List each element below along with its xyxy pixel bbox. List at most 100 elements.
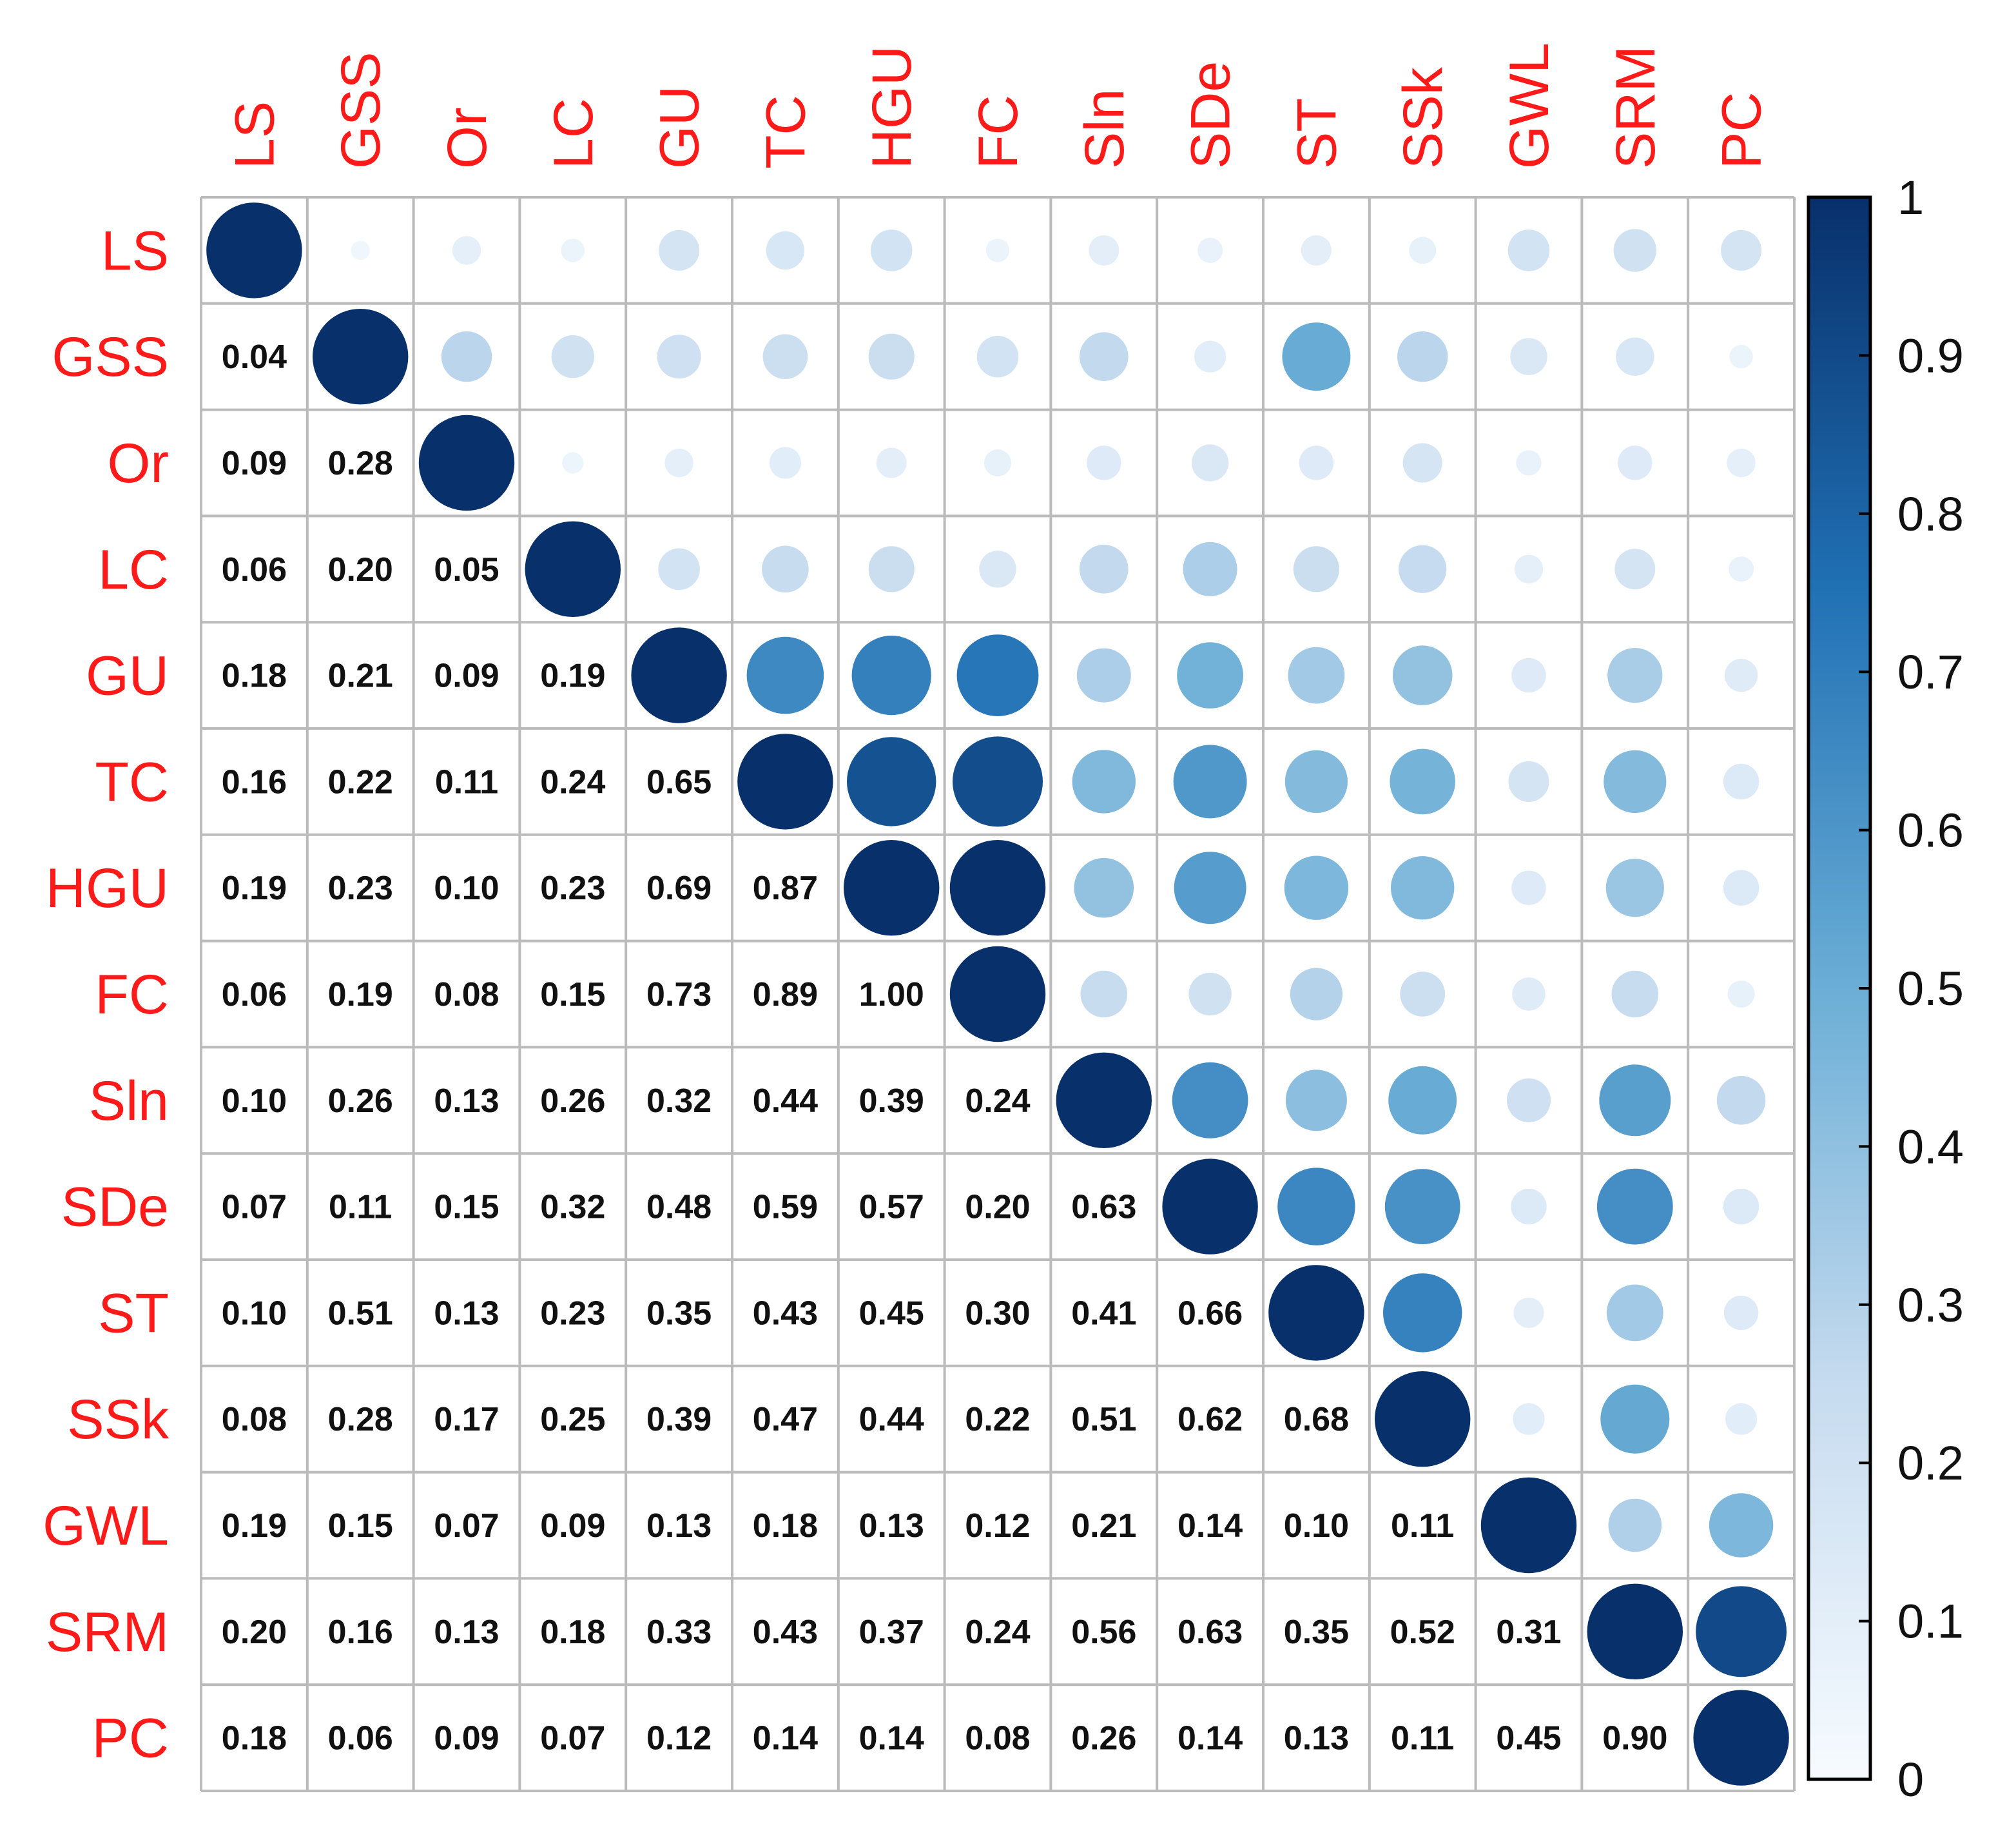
corr-circle-Or-SRM xyxy=(1618,445,1653,480)
corr-circle-GU-PC xyxy=(1724,658,1758,692)
corr-value-LC-Or: 0.05 xyxy=(434,551,499,589)
colorbar-tick-label: 0.3 xyxy=(1897,1278,1964,1332)
corr-value-FC-GU: 0.73 xyxy=(646,976,712,1013)
corr-value-PC-TC: 0.14 xyxy=(753,1720,818,1757)
corr-circle-GWL-SRM xyxy=(1608,1498,1662,1552)
corr-value-Sln-LS: 0.10 xyxy=(222,1082,287,1120)
row-label-SRM: SRM xyxy=(46,1601,169,1663)
corr-circle-SDe-GWL xyxy=(1511,1188,1547,1225)
colorbar-tick-label: 0.1 xyxy=(1897,1595,1964,1648)
corr-circle-Sln-ST xyxy=(1285,1070,1347,1131)
corr-circle-Sln-Sln xyxy=(1056,1052,1152,1149)
colorbar-tick-label: 0 xyxy=(1897,1753,1924,1806)
corr-value-SRM-Sln: 0.56 xyxy=(1071,1614,1136,1651)
corr-value-FC-LC: 0.15 xyxy=(540,976,605,1013)
corr-value-FC-HGU: 1.00 xyxy=(859,976,924,1013)
corr-value-SSk-HGU: 0.44 xyxy=(859,1401,924,1438)
corr-circle-FC-GWL xyxy=(1512,977,1546,1011)
corr-circle-Or-Or xyxy=(418,415,515,511)
corr-circle-LC-Sln xyxy=(1080,545,1129,594)
corr-circle-LC-SRM xyxy=(1614,549,1656,590)
corr-circle-GWL-GWL xyxy=(1480,1477,1577,1574)
corr-value-SSk-ST: 0.68 xyxy=(1284,1401,1349,1438)
corr-value-ST-FC: 0.30 xyxy=(965,1295,1030,1332)
corr-value-GWL-Sln: 0.21 xyxy=(1071,1507,1136,1545)
corr-value-Sln-FC: 0.24 xyxy=(965,1082,1030,1120)
corr-value-Sln-GSS: 0.26 xyxy=(328,1082,393,1120)
corr-value-SSk-Sln: 0.51 xyxy=(1071,1401,1136,1438)
corr-circle-GWL-PC xyxy=(1709,1493,1774,1558)
colorbar-tick-label: 1 xyxy=(1897,171,1924,224)
corr-circle-TC-GWL xyxy=(1508,761,1549,802)
corr-circle-SRM-PC xyxy=(1696,1586,1787,1677)
corr-value-Sln-TC: 0.44 xyxy=(753,1082,818,1120)
corr-circle-GU-HGU xyxy=(851,636,931,716)
corr-value-SRM-GSS: 0.16 xyxy=(328,1614,393,1651)
row-label-FC: FC xyxy=(95,964,169,1026)
corr-value-TC-GSS: 0.22 xyxy=(328,763,393,801)
corr-circle-GU-FC xyxy=(956,634,1039,716)
corr-circle-LS-Or xyxy=(452,236,481,265)
corr-circle-TC-SDe xyxy=(1173,745,1247,819)
corr-circle-FC-ST xyxy=(1290,968,1342,1021)
corr-value-GU-LS: 0.18 xyxy=(222,658,287,695)
corr-circle-Or-PC xyxy=(1727,448,1756,478)
corr-circle-HGU-SRM xyxy=(1605,859,1664,917)
corr-value-SSk-TC: 0.47 xyxy=(753,1401,818,1438)
corr-value-SSk-LS: 0.08 xyxy=(222,1401,287,1438)
corr-circle-LC-TC xyxy=(762,545,809,593)
corr-value-SDe-LS: 0.07 xyxy=(222,1189,287,1226)
corr-value-PC-ST: 0.13 xyxy=(1284,1720,1349,1757)
corr-circle-LS-GWL xyxy=(1507,230,1550,271)
corr-circle-LS-PC xyxy=(1721,230,1762,271)
corr-circle-GSS-HGU xyxy=(868,333,915,380)
corr-value-GU-Or: 0.09 xyxy=(434,658,499,695)
corr-value-SRM-GWL: 0.31 xyxy=(1496,1614,1561,1651)
corr-circle-HGU-FC xyxy=(949,840,1046,936)
corr-value-TC-GU: 0.65 xyxy=(646,763,712,801)
corr-value-PC-GWL: 0.45 xyxy=(1496,1720,1561,1757)
corr-circle-TC-SRM xyxy=(1604,750,1667,813)
corr-circle-Sln-PC xyxy=(1716,1076,1766,1125)
row-labels: LS GSS Or LC GU TC HGU FC Sln SDe ST SSk GWL SRM PC xyxy=(43,220,170,1769)
corr-value-ST-LC: 0.23 xyxy=(540,1295,605,1332)
corr-value-FC-Or: 0.08 xyxy=(434,976,499,1013)
corr-value-PC-HGU: 0.14 xyxy=(859,1720,924,1757)
corr-value-SDe-GU: 0.48 xyxy=(646,1189,712,1226)
corr-value-PC-GSS: 0.06 xyxy=(328,1720,393,1757)
column-labels: LS GSS Or LC GU TC HGU FC Sln SDe ST SSk GWL SRM PC xyxy=(224,43,1772,169)
row-label-HGU: HGU xyxy=(46,857,169,919)
corr-value-GWL-SSk: 0.11 xyxy=(1391,1507,1454,1545)
corr-circle-LS-SDe xyxy=(1197,237,1223,263)
corr-circle-LS-ST xyxy=(1301,235,1332,266)
column-label-ST: ST xyxy=(1286,98,1348,169)
corr-value-FC-TC: 0.89 xyxy=(753,976,818,1013)
corr-value-FC-LS: 0.06 xyxy=(222,976,287,1013)
corr-circle-GU-GU xyxy=(631,627,727,723)
corr-value-SRM-FC: 0.24 xyxy=(965,1614,1030,1651)
corr-value-ST-GU: 0.35 xyxy=(646,1295,712,1332)
corr-circle-TC-HGU xyxy=(847,737,936,826)
column-label-FC: FC xyxy=(967,95,1029,169)
corr-circle-Sln-SSk xyxy=(1388,1066,1457,1135)
corr-circle-LC-HGU xyxy=(868,546,915,592)
corr-value-SRM-LS: 0.20 xyxy=(222,1614,287,1651)
corr-value-HGU-LC: 0.23 xyxy=(540,870,605,907)
corr-value-SDe-FC: 0.20 xyxy=(965,1189,1030,1226)
corr-circle-GSS-Or xyxy=(441,331,492,382)
corr-value-HGU-Or: 0.10 xyxy=(434,870,499,907)
corr-value-SSk-FC: 0.22 xyxy=(965,1401,1030,1438)
corr-value-GU-LC: 0.19 xyxy=(540,658,605,695)
corr-circle-GSS-GU xyxy=(657,335,701,379)
corr-circle-GSS-FC xyxy=(976,335,1019,378)
corr-circle-GSS-GWL xyxy=(1510,338,1547,375)
corr-circle-ST-GWL xyxy=(1513,1297,1544,1328)
column-label-TC: TC xyxy=(755,95,817,169)
corr-circle-LC-ST xyxy=(1293,546,1339,592)
row-label-GSS: GSS xyxy=(52,326,169,388)
corr-circle-GSS-LC xyxy=(551,335,594,378)
colorbar-tick-label: 0.6 xyxy=(1897,804,1964,857)
corr-value-GWL-GSS: 0.15 xyxy=(328,1507,393,1545)
corr-circle-SSk-SSk xyxy=(1375,1371,1471,1467)
corr-circle-Or-HGU xyxy=(876,447,907,478)
